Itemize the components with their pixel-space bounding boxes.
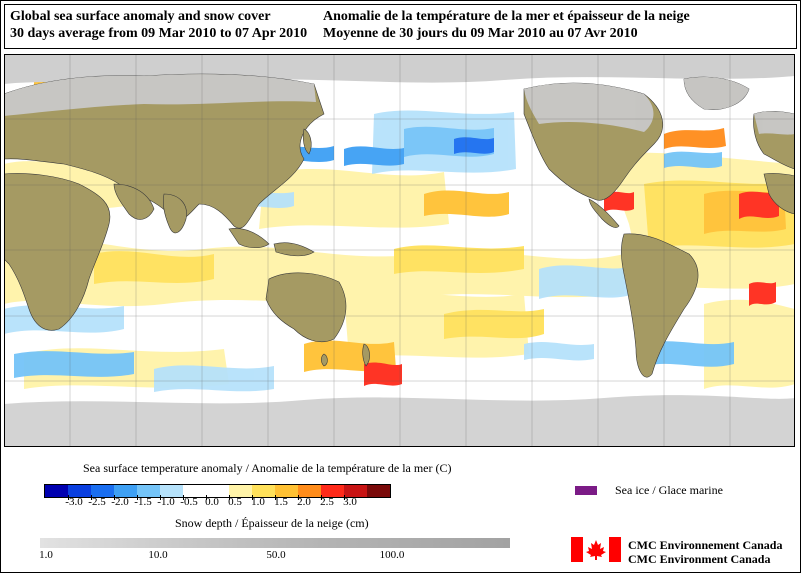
sst-tick: [252, 495, 253, 500]
sst-tick: [206, 495, 207, 500]
sst-color-cell: [68, 485, 91, 497]
canada-flag-icon: [571, 537, 621, 562]
sst-tick-label: 1.5: [274, 496, 288, 508]
sst-tick: [91, 495, 92, 500]
sst-tick: [160, 495, 161, 500]
sst-anomaly-map: [4, 54, 795, 447]
sst-tick-label: 3.0: [343, 496, 357, 508]
sea-ice-label: Sea ice / Glace marine: [615, 483, 723, 497]
land-south-america: [621, 233, 699, 378]
land-central-america: [588, 198, 620, 228]
sst-color-cell: [45, 485, 68, 497]
title-en-line1: Global sea surface anomaly and snow cove…: [10, 9, 271, 24]
org-line-en: CMC Environment Canada: [628, 552, 771, 566]
sst-tick: [114, 495, 115, 500]
title-en-line2: 30 days average from 09 Mar 2010 to 07 A…: [10, 26, 308, 41]
sst-tick-label: -1.5: [134, 496, 152, 508]
sst-tick-label: -2.0: [111, 496, 129, 508]
land-new-guinea: [273, 242, 315, 257]
sst-color-cell: [344, 485, 367, 497]
sst-color-cell: [91, 485, 114, 497]
sea-ice-swatch: [575, 486, 597, 495]
snow-depth-scale: [40, 538, 510, 548]
sst-color-cell: [275, 485, 298, 497]
sst-color-cell: [206, 485, 229, 497]
sst-tick: [229, 495, 230, 500]
sst-tick: [298, 495, 299, 500]
sst-color-cell: [183, 485, 206, 497]
sst-tick-label: 2.5: [320, 496, 334, 508]
snow-legend-title: Snow depth / Épaisseur de la neige (cm): [175, 516, 369, 530]
cool-anomaly-regions: [4, 110, 734, 392]
sst-tick: [68, 495, 69, 500]
snow-tick-label: 100.0: [379, 549, 405, 561]
sst-color-cell: [252, 485, 275, 497]
sst-color-cell: [229, 485, 252, 497]
sst-color-cell: [114, 485, 137, 497]
land-indonesia: [228, 228, 270, 249]
sst-tick-label: -1.0: [157, 496, 175, 508]
continents: [4, 73, 795, 378]
land-tasmania: [321, 353, 328, 367]
land-new-zealand: [362, 343, 370, 367]
snow-cover: [4, 74, 795, 135]
snow-tick-label: 1.0: [39, 549, 53, 561]
legend-panel: Sea surface temperature anomaly / Anomal…: [0, 452, 801, 573]
title-box: Global sea surface anomaly and snow cove…: [4, 4, 797, 49]
land-india: [162, 193, 187, 234]
org-line-fr: CMC Environnement Canada: [628, 538, 783, 552]
sst-tick-label: 0.0: [205, 496, 219, 508]
snow-tick-label: 50.0: [266, 549, 286, 561]
land-arabia: [113, 183, 155, 220]
warm-anomaly-regions: [4, 67, 795, 389]
sst-color-cell: [137, 485, 160, 497]
sst-color-cell: [160, 485, 183, 497]
land-africa: [4, 173, 111, 331]
snow-tick-label: 10.0: [148, 549, 168, 561]
graticule: [4, 54, 795, 447]
land-japan: [302, 128, 312, 155]
sst-tick-label: -2.5: [88, 496, 106, 508]
sst-tick-label: -0.5: [180, 496, 198, 508]
title-fr-line2: Moyenne de 30 jours du 09 Mar 2010 au 07…: [323, 26, 638, 41]
sst-tick: [344, 495, 345, 500]
sst-tick: [321, 495, 322, 500]
land-africa-west: [763, 173, 795, 215]
sst-color-scale: [44, 484, 391, 498]
sst-color-cell: [321, 485, 344, 497]
sst-tick-label: 1.0: [251, 496, 265, 508]
sst-tick-label: 2.0: [297, 496, 311, 508]
sst-tick-label: -3.0: [65, 496, 83, 508]
sst-tick: [275, 495, 276, 500]
sst-legend-title: Sea surface temperature anomaly / Anomal…: [83, 461, 452, 475]
title-fr-line1: Anomalie de la température de la mer et …: [323, 9, 690, 24]
sst-tick-label: 0.5: [228, 496, 242, 508]
sst-tick: [137, 495, 138, 500]
sst-tick: [183, 495, 184, 500]
sst-color-cell: [367, 485, 390, 497]
sst-color-cell: [298, 485, 321, 497]
